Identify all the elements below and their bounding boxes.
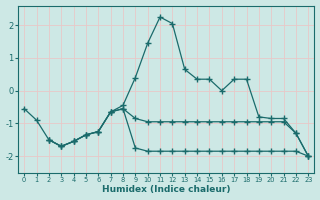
X-axis label: Humidex (Indice chaleur): Humidex (Indice chaleur) — [102, 185, 230, 194]
